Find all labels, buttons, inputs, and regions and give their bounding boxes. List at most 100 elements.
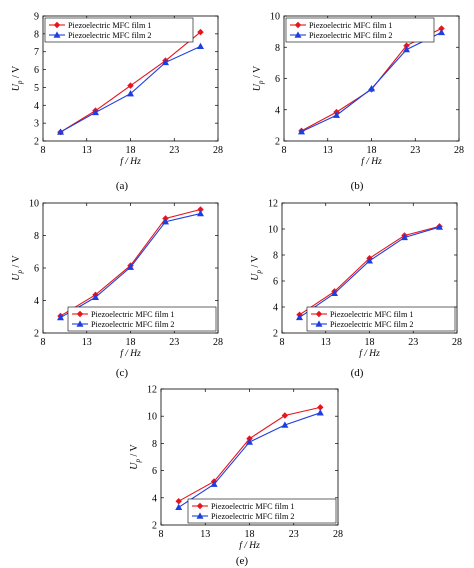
legend-marker-2 <box>196 512 204 519</box>
panel-label: (d) <box>351 367 364 379</box>
data-point-series-2 <box>367 85 376 92</box>
y-tick-label: 6 <box>273 277 278 288</box>
panel-label: (e) <box>236 555 249 567</box>
data-point-series-1 <box>281 412 289 419</box>
y-tick-label: 9 <box>34 12 39 23</box>
y-axis-label: Up / V <box>250 254 263 280</box>
x-tick-label: 23 <box>169 337 179 348</box>
legend-box <box>187 498 337 524</box>
y-tick-label: 2 <box>275 137 280 148</box>
legend-marker-2 <box>294 31 302 38</box>
data-point-series-2 <box>161 218 170 225</box>
data-point-series-2 <box>161 58 170 66</box>
legend-box <box>67 306 217 332</box>
legend-label-2: Piezoelectric MFC film 2 <box>330 320 413 329</box>
x-tick-label: 23 <box>410 145 420 156</box>
x-tick-label: 28 <box>454 145 464 156</box>
legend-label-2: Piezoelectric MFC film 2 <box>309 31 392 40</box>
legend-marker-1 <box>294 21 302 29</box>
panel-label: (c) <box>116 367 129 379</box>
x-tick-label: 28 <box>333 529 343 540</box>
x-tick-label: 8 <box>280 337 285 348</box>
y-axis-label: Up / V <box>11 254 24 280</box>
legend-marker-2 <box>315 320 323 327</box>
x-tick-label: 8 <box>282 145 287 156</box>
panel-label: (a) <box>116 180 129 192</box>
chart-panel-3: 8 13 18 23 28 2 4 6 8 10 f / Hz Up / V Piezoelectric… <box>11 199 223 380</box>
data-point-series-2 <box>402 45 411 53</box>
y-tick-label: 10 <box>270 12 280 23</box>
x-tick-label: 18 <box>126 145 136 156</box>
y-axis-label-symbol: U <box>252 83 263 91</box>
y-axis-label-symbol: U <box>11 83 22 91</box>
y-axis-label-subscript: p <box>134 459 142 464</box>
legend-label-1: Piezoelectric MFC film 1 <box>309 21 392 30</box>
y-axis-label-unit: / V <box>250 254 261 270</box>
data-point-series-2 <box>435 223 444 230</box>
y-tick-label: 8 <box>34 231 39 242</box>
x-axis-label: f / Hz <box>120 348 141 359</box>
y-tick-label: 4 <box>34 101 39 112</box>
data-point-series-2 <box>126 263 135 270</box>
y-axis-label: Up / V <box>252 65 265 91</box>
y-tick-label: 4 <box>275 105 280 116</box>
legend-label-2: Piezoelectric MFC film 2 <box>211 512 294 521</box>
x-tick-label: 23 <box>408 337 418 348</box>
y-tick-label: 6 <box>275 74 280 85</box>
data-point-series-2 <box>175 503 183 511</box>
y-tick-label: 4 <box>152 493 157 504</box>
chart-panel-5: 8 13 18 23 28 2 4 6 8 10 12 f / Hz Up / V Piezoelectr… <box>129 385 343 568</box>
x-tick-label: 18 <box>126 337 136 348</box>
data-point-series-2 <box>56 128 65 135</box>
data-point-series-2 <box>332 111 341 118</box>
legend-box <box>44 17 194 43</box>
data-point-series-2 <box>210 480 218 487</box>
y-tick-label: 4 <box>34 296 39 307</box>
y-tick-label: 7 <box>34 47 39 58</box>
x-tick-label: 13 <box>321 337 331 348</box>
data-point-series-2 <box>316 409 324 416</box>
y-tick-label: 2 <box>34 329 39 340</box>
chart-panel-4: 8 13 18 23 28 2 4 6 8 10 12 f / Hz Up / V Piezoelectr… <box>250 199 462 380</box>
x-tick-label: 13 <box>200 529 210 540</box>
legend-marker-1 <box>196 502 204 510</box>
data-point-series-2 <box>196 209 205 217</box>
series-line-1 <box>60 31 201 133</box>
data-point-series-2 <box>330 289 339 297</box>
series-line-2 <box>178 412 321 508</box>
y-axis-label-symbol: U <box>11 273 22 281</box>
data-point-series-2 <box>245 438 254 445</box>
y-tick-label: 10 <box>147 412 157 423</box>
x-tick-label: 18 <box>365 337 375 348</box>
data-point-series-2 <box>297 128 306 135</box>
legend-label-2: Piezoelectric MFC film 2 <box>91 320 174 329</box>
y-tick-label: 12 <box>147 385 157 396</box>
legend-marker-1 <box>315 310 323 318</box>
legend-label-2: Piezoelectric MFC film 2 <box>68 31 151 40</box>
y-axis-label-subscript: p <box>257 80 265 85</box>
y-tick-label: 6 <box>152 466 157 477</box>
x-tick-label: 23 <box>289 529 299 540</box>
y-tick-label: 6 <box>34 264 39 275</box>
y-tick-label: 10 <box>268 225 278 236</box>
series-line-2 <box>299 226 440 318</box>
data-point-series-1 <box>197 28 204 36</box>
x-tick-label: 8 <box>41 145 46 156</box>
y-axis-label-unit: / V <box>11 254 22 270</box>
y-axis-label-subscript: p <box>16 270 24 275</box>
y-axis-label-unit: / V <box>252 65 263 81</box>
y-tick-label: 2 <box>34 137 39 148</box>
y-tick-label: 4 <box>273 303 278 314</box>
y-axis-label: Up / V <box>129 443 142 469</box>
data-point-series-2 <box>437 28 446 36</box>
x-axis-label: f / Hz <box>361 156 382 167</box>
y-axis-label-unit: / V <box>129 443 140 459</box>
y-tick-label: 12 <box>268 199 278 210</box>
data-point-series-2 <box>126 90 135 97</box>
legend-marker-2 <box>53 31 61 38</box>
data-point-series-2 <box>91 108 100 116</box>
x-tick-label: 13 <box>323 145 333 156</box>
y-axis-label: Up / V <box>11 65 24 91</box>
